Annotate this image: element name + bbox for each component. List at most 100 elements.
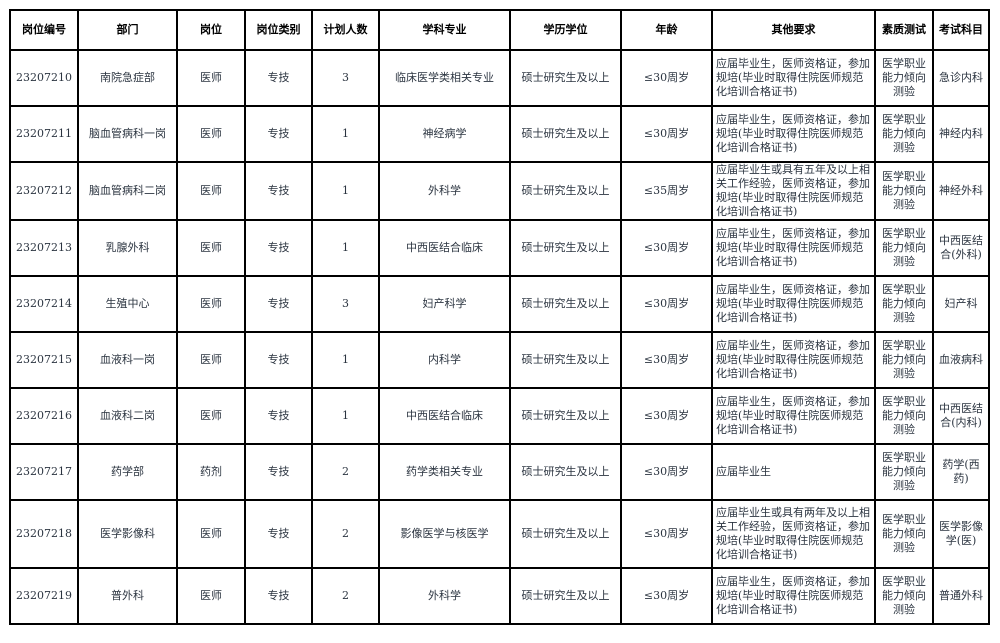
cell-type: 专技 bbox=[244, 567, 313, 625]
cell-age: ≤30周岁 bbox=[620, 567, 713, 625]
cell-subject: 神经外科 bbox=[932, 161, 990, 221]
cell-degree: 硕士研究生及以上 bbox=[509, 49, 622, 107]
cell-age: ≤30周岁 bbox=[620, 105, 713, 163]
cell-type: 专技 bbox=[244, 105, 313, 163]
cell-major: 临床医学类相关专业 bbox=[378, 49, 511, 107]
cell-type: 专技 bbox=[244, 275, 313, 333]
column-header-test: 素质测试 bbox=[874, 9, 934, 51]
cell-post: 医师 bbox=[176, 49, 246, 107]
cell-code: 23207213 bbox=[9, 219, 79, 277]
cell-post: 医师 bbox=[176, 105, 246, 163]
cell-degree: 硕士研究生及以上 bbox=[509, 219, 622, 277]
cell-degree: 硕士研究生及以上 bbox=[509, 161, 622, 221]
cell-age: ≤30周岁 bbox=[620, 49, 713, 107]
cell-test: 医学职业能力倾向测验 bbox=[874, 49, 934, 107]
cell-post: 医师 bbox=[176, 499, 246, 569]
cell-dept: 乳腺外科 bbox=[77, 219, 178, 277]
cell-code: 23207211 bbox=[9, 105, 79, 163]
cell-degree: 硕士研究生及以上 bbox=[509, 387, 622, 445]
table-row: 23207219 普外科 医师 专技 2 外科学 硕士研究生及以上 ≤30周岁 应届毕业生，医师… bbox=[9, 567, 990, 625]
cell-count: 1 bbox=[311, 161, 380, 221]
column-header-subject: 考试科目 bbox=[932, 9, 990, 51]
cell-subject: 中西医结合(外科) bbox=[932, 219, 990, 277]
cell-age: ≤30周岁 bbox=[620, 219, 713, 277]
cell-req: 应届毕业生，医师资格证，参加规培(毕业时取得住院医师规范化培训合格证书) bbox=[711, 567, 876, 625]
cell-dept: 医学影像科 bbox=[77, 499, 178, 569]
cell-code: 23207210 bbox=[9, 49, 79, 107]
table-row: 23207213 乳腺外科 医师 专技 1 中西医结合临床 硕士研究生及以上 ≤30周岁 应届毕… bbox=[9, 219, 990, 277]
cell-test: 医学职业能力倾向测验 bbox=[874, 331, 934, 389]
table-row: 23207215 血液科一岗 医师 专技 1 内科学 硕士研究生及以上 ≤30周岁 应届毕业生，… bbox=[9, 331, 990, 389]
column-header-age: 年龄 bbox=[620, 9, 713, 51]
cell-subject: 中西医结合(内科) bbox=[932, 387, 990, 445]
cell-count: 3 bbox=[311, 275, 380, 333]
cell-dept: 药学部 bbox=[77, 443, 178, 501]
cell-post: 医师 bbox=[176, 161, 246, 221]
cell-req: 应届毕业生，医师资格证，参加规培(毕业时取得住院医师规范化培训合格证书) bbox=[711, 219, 876, 277]
cell-code: 23207212 bbox=[9, 161, 79, 221]
cell-age: ≤30周岁 bbox=[620, 275, 713, 333]
cell-count: 2 bbox=[311, 567, 380, 625]
cell-major: 影像医学与核医学 bbox=[378, 499, 511, 569]
cell-degree: 硕士研究生及以上 bbox=[509, 105, 622, 163]
cell-code: 23207217 bbox=[9, 443, 79, 501]
column-header-major: 学科专业 bbox=[378, 9, 511, 51]
cell-major: 内科学 bbox=[378, 331, 511, 389]
cell-degree: 硕士研究生及以上 bbox=[509, 499, 622, 569]
cell-age: ≤30周岁 bbox=[620, 387, 713, 445]
cell-count: 2 bbox=[311, 443, 380, 501]
cell-test: 医学职业能力倾向测验 bbox=[874, 499, 934, 569]
cell-test: 医学职业能力倾向测验 bbox=[874, 443, 934, 501]
cell-code: 23207214 bbox=[9, 275, 79, 333]
cell-test: 医学职业能力倾向测验 bbox=[874, 105, 934, 163]
cell-post: 医师 bbox=[176, 219, 246, 277]
cell-test: 医学职业能力倾向测验 bbox=[874, 567, 934, 625]
table-row: 23207211 脑血管病科一岗 医师 专技 1 神经病学 硕士研究生及以上 ≤30周岁 应届毕… bbox=[9, 105, 990, 163]
cell-subject: 普通外科 bbox=[932, 567, 990, 625]
cell-test: 医学职业能力倾向测验 bbox=[874, 387, 934, 445]
positions-table: 岗位编号 部门 岗位 岗位类别 计划人数 学科专业 学历学位 年龄 其他要求 素质测试 考试科目 2… bbox=[9, 9, 990, 625]
cell-major: 中西医结合临床 bbox=[378, 387, 511, 445]
cell-degree: 硕士研究生及以上 bbox=[509, 275, 622, 333]
cell-type: 专技 bbox=[244, 49, 313, 107]
cell-dept: 脑血管病科二岗 bbox=[77, 161, 178, 221]
cell-type: 专技 bbox=[244, 331, 313, 389]
cell-degree: 硕士研究生及以上 bbox=[509, 567, 622, 625]
cell-age: ≤30周岁 bbox=[620, 331, 713, 389]
cell-age: ≤30周岁 bbox=[620, 499, 713, 569]
cell-dept: 脑血管病科一岗 bbox=[77, 105, 178, 163]
cell-req: 应届毕业生，医师资格证，参加规培(毕业时取得住院医师规范化培训合格证书) bbox=[711, 387, 876, 445]
cell-post: 药剂 bbox=[176, 443, 246, 501]
cell-degree: 硕士研究生及以上 bbox=[509, 331, 622, 389]
cell-code: 23207215 bbox=[9, 331, 79, 389]
cell-req: 应届毕业生或具有五年及以上相关工作经验，医师资格证，参加规培(毕业时取得住院医师… bbox=[711, 161, 876, 221]
column-header-req: 其他要求 bbox=[711, 9, 876, 51]
cell-post: 医师 bbox=[176, 567, 246, 625]
header-row: 岗位编号 部门 岗位 岗位类别 计划人数 学科专业 学历学位 年龄 其他要求 素质测试 考试科目 bbox=[9, 9, 990, 51]
column-header-count: 计划人数 bbox=[311, 9, 380, 51]
cell-major: 外科学 bbox=[378, 567, 511, 625]
cell-count: 1 bbox=[311, 105, 380, 163]
cell-count: 1 bbox=[311, 387, 380, 445]
cell-type: 专技 bbox=[244, 499, 313, 569]
cell-dept: 普外科 bbox=[77, 567, 178, 625]
cell-code: 23207218 bbox=[9, 499, 79, 569]
column-header-dept: 部门 bbox=[77, 9, 178, 51]
cell-req: 应届毕业生，医师资格证，参加规培(毕业时取得住院医师规范化培训合格证书) bbox=[711, 105, 876, 163]
cell-test: 医学职业能力倾向测验 bbox=[874, 275, 934, 333]
table-row: 23207218 医学影像科 医师 专技 2 影像医学与核医学 硕士研究生及以上 ≤30周岁应… bbox=[9, 499, 990, 569]
cell-type: 专技 bbox=[244, 219, 313, 277]
cell-type: 专技 bbox=[244, 443, 313, 501]
cell-code: 23207216 bbox=[9, 387, 79, 445]
cell-type: 专技 bbox=[244, 161, 313, 221]
table-row: 23207217 药学部 药剂 专技 2 药学类相关专业 硕士研究生及以上 ≤30周岁 应届毕业… bbox=[9, 443, 990, 501]
cell-subject: 妇产科 bbox=[932, 275, 990, 333]
cell-post: 医师 bbox=[176, 387, 246, 445]
cell-post: 医师 bbox=[176, 275, 246, 333]
cell-type: 专技 bbox=[244, 387, 313, 445]
cell-subject: 神经内科 bbox=[932, 105, 990, 163]
cell-req: 应届毕业生，医师资格证，参加规培(毕业时取得住院医师规范化培训合格证书) bbox=[711, 49, 876, 107]
cell-subject: 急诊内科 bbox=[932, 49, 990, 107]
table-row: 23207212 脑血管病科二岗 医师 专技 1 外科学 硕士研究生及以上 ≤35周岁 应届毕业… bbox=[9, 161, 990, 221]
cell-age: ≤30周岁 bbox=[620, 443, 713, 501]
